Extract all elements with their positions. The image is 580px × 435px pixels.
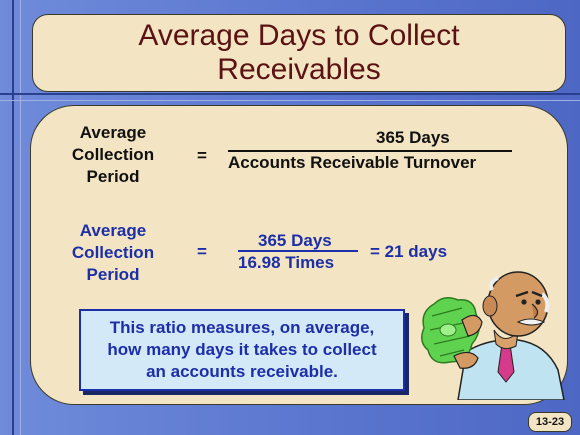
slide-number-badge: 13-23 xyxy=(528,412,572,432)
formula-fraction-bar xyxy=(228,150,512,152)
man-holding-cash-icon xyxy=(418,260,568,401)
calculation-term-line: Collection xyxy=(71,243,155,262)
note-line: how many days it takes to collect xyxy=(107,340,377,359)
frame-horizontal-highlight xyxy=(0,100,580,101)
explanation-note: This ratio measures, on average, how man… xyxy=(79,309,405,391)
calculation-equals: = xyxy=(197,242,207,261)
calculation-fraction-bar xyxy=(238,250,358,252)
slide-title: Average Days to Collect Receivables xyxy=(32,14,566,92)
calculation-term: Average Collection Period xyxy=(58,220,168,286)
calculation-denominator: 16.98 Times xyxy=(238,253,335,272)
frame-vertical-line xyxy=(12,0,14,435)
man-holding-cash-svg xyxy=(421,271,565,401)
formula-equals: = xyxy=(197,146,207,165)
calculation-term-line: Average xyxy=(79,221,147,240)
formula-term-line: Period xyxy=(86,167,140,186)
frame-horizontal-line xyxy=(0,93,580,95)
calculation-numerator: 365 Days xyxy=(258,231,332,250)
formula-term: Average Collection Period xyxy=(58,122,168,188)
note-line: This ratio measures, on average, xyxy=(109,318,375,337)
title-line-1: Average Days to Collect xyxy=(138,19,460,52)
note-line: an accounts receivable. xyxy=(146,362,338,381)
formula-term-line: Average xyxy=(79,123,147,142)
calculation-result: = 21 days xyxy=(370,242,448,261)
formula-numerator: 365 Days xyxy=(376,128,450,147)
calculation-term-line: Period xyxy=(86,265,140,284)
formula-term-line: Collection xyxy=(71,145,155,164)
frame-vertical-highlight xyxy=(20,0,21,435)
title-line-2: Receivables xyxy=(217,53,381,86)
formula-denominator: Accounts Receivable Turnover xyxy=(228,153,477,172)
